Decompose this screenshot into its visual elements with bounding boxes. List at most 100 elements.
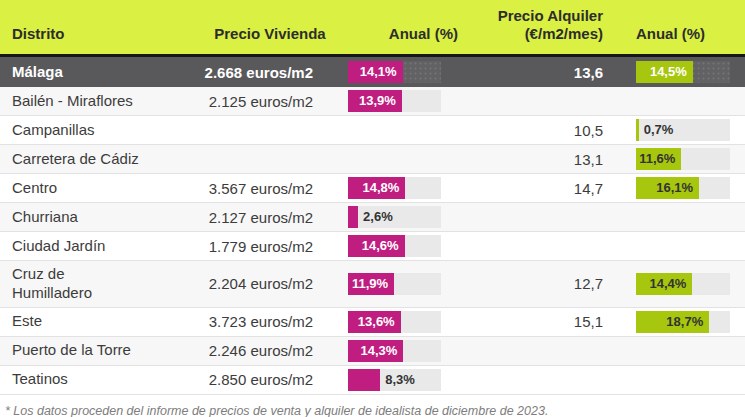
vivienda-anual-label: 2,6%	[358, 206, 393, 228]
district-label: Bailén - Miraflores	[0, 88, 200, 115]
vivienda-anual-label: 14,6%	[362, 235, 405, 257]
header-precio-alquiler-line2: (€/m2/mes)	[460, 25, 603, 44]
vivienda-anual-bar-fill: 13,6%	[348, 311, 401, 333]
vivienda-anual-bar-fill	[348, 369, 380, 391]
table-row: Ciudad Jardín 1.779 euros/m2 14,6%	[0, 232, 745, 261]
alquiler-price: 10,5	[460, 122, 610, 139]
alquiler-anual-label: 18,7%	[666, 311, 709, 333]
table-row: Churriana 2.127 euros/m2 2,6%	[0, 203, 745, 232]
alquiler-anual-bar: 0,7%	[636, 119, 730, 141]
vivienda-anual-bar-fill: 14,1%	[348, 61, 403, 83]
vivienda-anual-bar: 8,3%	[348, 369, 441, 391]
vivienda-anual-label: 14,1%	[360, 61, 403, 83]
vivienda-anual-bar: 14,8%	[348, 177, 441, 199]
vivienda-anual-bar-fill: 13,9%	[348, 90, 402, 112]
alquiler-anual-cell: 0,7%	[610, 119, 745, 141]
vivienda-anual-cell: 2,6%	[340, 206, 460, 228]
district-label: Málaga	[0, 59, 200, 86]
vivienda-anual-bar-fill: 14,8%	[348, 177, 405, 199]
table-row: Campanillas 10,5 0,7%	[0, 116, 745, 145]
vivienda-anual-cell: 8,3%	[340, 369, 460, 391]
district-label: Campanillas	[0, 117, 200, 144]
footnote: * Los datos proceden del informe de prec…	[0, 395, 745, 417]
vivienda-anual-cell: 14,8%	[340, 177, 460, 199]
district-label: Ciudad Jardín	[0, 233, 200, 260]
vivienda-anual-label: 14,8%	[362, 177, 405, 199]
table-row: Centro 3.567 euros/m2 14,8% 14,7 16,1%	[0, 174, 745, 203]
vivienda-price: 3.723 euros/m2	[200, 313, 340, 330]
alquiler-anual-label: 14,4%	[650, 273, 693, 295]
vivienda-anual-cell: 13,9%	[340, 90, 460, 112]
header-distrito: Distrito	[0, 25, 200, 54]
alquiler-price: 12,7	[460, 275, 610, 292]
table-header: Distrito Precio Vivienda Anual (%) Preci…	[0, 0, 745, 57]
alquiler-anual-bar-fill: 14,5%	[636, 61, 693, 83]
alquiler-anual-label: 16,1%	[656, 177, 699, 199]
alquiler-anual-bar-fill: 14,4%	[636, 273, 692, 295]
vivienda-price: 2.850 euros/m2	[200, 371, 340, 388]
district-label: Teatinos	[0, 366, 200, 393]
vivienda-anual-label: 11,9%	[352, 273, 394, 295]
table-row: Málaga 2.668 euros/m2 14,1% 13,6 14,5%	[0, 57, 745, 87]
district-label: Centro	[0, 175, 200, 202]
table-row: Este 3.723 euros/m2 13,6% 15,1 18,7%	[0, 308, 745, 337]
vivienda-anual-cell: 14,6%	[340, 235, 460, 257]
vivienda-anual-bar-fill: 11,9%	[348, 273, 394, 295]
alquiler-anual-cell: 11,6%	[610, 148, 745, 170]
header-precio-vivienda: Precio Vivienda	[200, 25, 340, 54]
alquiler-anual-bar: 14,4%	[636, 273, 730, 295]
vivienda-anual-bar: 14,3%	[348, 340, 441, 362]
alquiler-anual-cell: 14,4%	[610, 273, 745, 295]
vivienda-anual-label: 8,3%	[380, 369, 415, 391]
header-precio-alquiler-line1: Precio Alquiler	[460, 7, 603, 26]
alquiler-anual-bar-fill: 11,6%	[636, 148, 681, 170]
alquiler-anual-cell: 16,1%	[610, 177, 745, 199]
table-row: Bailén - Miraflores 2.125 euros/m2 13,9%	[0, 87, 745, 116]
price-table-widget: Distrito Precio Vivienda Anual (%) Preci…	[0, 0, 745, 417]
district-label: Churriana	[0, 204, 200, 231]
alquiler-anual-bar: 16,1%	[636, 177, 730, 199]
table-row: Teatinos 2.850 euros/m2 8,3%	[0, 366, 745, 395]
alquiler-price: 13,1	[460, 151, 610, 168]
vivienda-price: 3.567 euros/m2	[200, 180, 340, 197]
alquiler-anual-bar: 11,6%	[636, 148, 730, 170]
district-label: Cruz de Humilladero	[0, 261, 200, 307]
vivienda-anual-bar: 2,6%	[348, 206, 441, 228]
vivienda-price: 2.668 euros/m2	[200, 64, 340, 81]
alquiler-anual-bar: 14,5%	[636, 61, 730, 83]
vivienda-anual-bar-fill: 14,3%	[348, 340, 403, 362]
vivienda-price: 2.125 euros/m2	[200, 93, 340, 110]
vivienda-anual-cell: 14,3%	[340, 340, 460, 362]
district-label: Este	[0, 308, 200, 335]
vivienda-anual-bar-fill: 14,6%	[348, 235, 405, 257]
vivienda-anual-bar: 14,6%	[348, 235, 441, 257]
alquiler-anual-label: 11,6%	[639, 148, 681, 170]
vivienda-anual-cell: 13,6%	[340, 311, 460, 333]
vivienda-anual-bar: 13,6%	[348, 311, 441, 333]
alquiler-anual-cell: 18,7%	[610, 311, 745, 333]
vivienda-anual-bar-fill	[348, 206, 358, 228]
vivienda-price: 2.127 euros/m2	[200, 209, 340, 226]
vivienda-anual-label: 14,3%	[361, 340, 404, 362]
district-label: Puerto de la Torre	[0, 337, 200, 364]
vivienda-price: 1.779 euros/m2	[200, 238, 340, 255]
header-anual-vivienda: Anual (%)	[340, 25, 460, 54]
header-anual-alquiler: Anual (%)	[610, 25, 745, 54]
alquiler-anual-bar-fill: 16,1%	[636, 177, 699, 199]
table-row: Carretera de Cádiz 13,1 11,6%	[0, 145, 745, 174]
vivienda-anual-bar: 11,9%	[348, 273, 441, 295]
vivienda-anual-bar: 13,9%	[348, 90, 441, 112]
vivienda-price: 2.246 euros/m2	[200, 342, 340, 359]
table-row: Puerto de la Torre 2.246 euros/m2 14,3%	[0, 337, 745, 366]
vivienda-anual-bar: 14,1%	[348, 61, 441, 83]
vivienda-anual-cell: 14,1%	[340, 61, 460, 83]
vivienda-anual-label: 13,6%	[358, 311, 401, 333]
alquiler-anual-cell: 14,5%	[610, 61, 745, 83]
district-label: Carretera de Cádiz	[0, 146, 200, 173]
vivienda-anual-label: 13,9%	[359, 90, 402, 112]
alquiler-anual-label: 14,5%	[650, 61, 693, 83]
table-body: Málaga 2.668 euros/m2 14,1% 13,6 14,5% B…	[0, 57, 745, 395]
alquiler-price: 15,1	[460, 313, 610, 330]
alquiler-anual-bar: 18,7%	[636, 311, 730, 333]
table-row: Cruz de Humilladero 2.204 euros/m2 11,9%…	[0, 261, 745, 308]
